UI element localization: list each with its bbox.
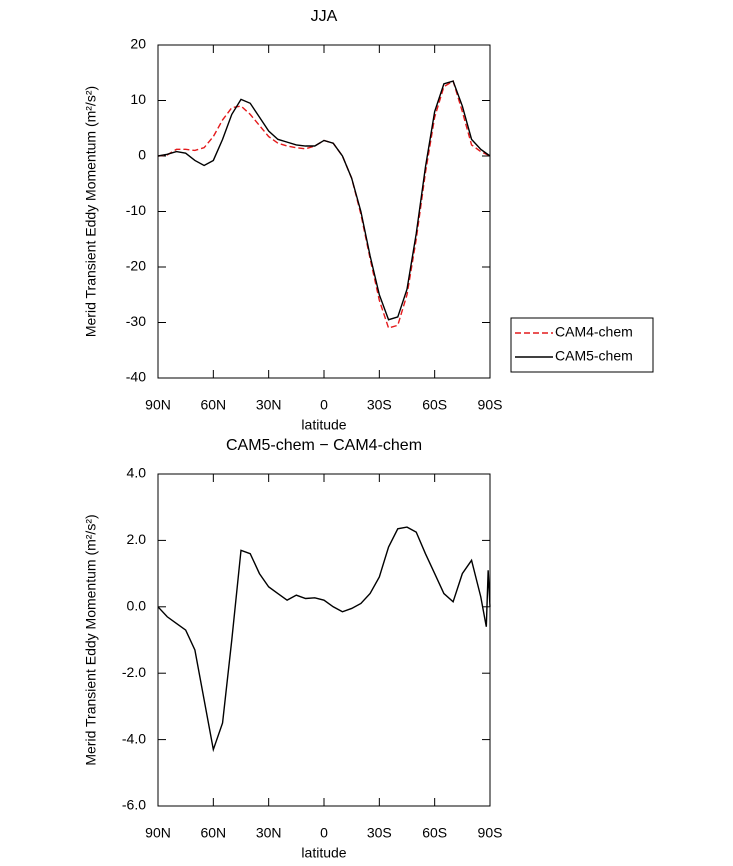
chart-title: JJA [311, 8, 338, 25]
y-tick-label: -40 [126, 369, 146, 385]
x-tick-label: 60N [200, 397, 226, 413]
x-tick-label: 0 [320, 825, 328, 841]
y-axis-label: Merid Transient Eddy Momentum (m²/s²) [83, 514, 99, 765]
y-tick-label: -2.0 [122, 664, 146, 680]
y-tick-label: 10 [130, 91, 146, 107]
x-tick-label: 90N [145, 397, 171, 413]
y-tick-label: 0.0 [127, 598, 147, 614]
legend-box [510, 317, 654, 373]
chart-title: CAM5-chem − CAM4-chem [226, 437, 422, 454]
y-tick-label: 4.0 [127, 465, 147, 481]
plot-frame [157, 44, 491, 379]
x-tick-label: 90S [478, 825, 503, 841]
y-tick-label: -30 [126, 313, 146, 329]
data-line [157, 526, 491, 753]
data-line [157, 80, 491, 329]
x-axis-label: latitude [301, 417, 346, 433]
y-tick-label: -10 [126, 202, 146, 218]
x-tick-label: 60N [200, 825, 226, 841]
x-tick-label: 90S [478, 397, 503, 413]
x-tick-label: 30S [367, 397, 392, 413]
data-line [157, 80, 491, 321]
y-tick-label: -6.0 [122, 797, 146, 813]
x-axis-label: latitude [301, 845, 346, 861]
x-tick-label: 30S [367, 825, 392, 841]
x-tick-label: 30N [256, 825, 282, 841]
y-tick-label: -20 [126, 258, 146, 274]
plot-frame [157, 473, 491, 807]
x-tick-label: 60S [422, 397, 447, 413]
y-tick-label: 2.0 [127, 531, 147, 547]
x-tick-label: 30N [256, 397, 282, 413]
y-axis-label: Merid Transient Eddy Momentum (m²/s²) [83, 86, 99, 337]
y-tick-label: 0 [138, 147, 146, 163]
legend-label: CAM5-chem [555, 348, 633, 364]
legend-label: CAM4-chem [555, 324, 633, 340]
x-tick-label: 60S [422, 825, 447, 841]
x-tick-label: 90N [145, 825, 171, 841]
y-tick-label: -4.0 [122, 730, 146, 746]
x-tick-label: 0 [320, 397, 328, 413]
y-tick-label: 20 [130, 36, 146, 52]
